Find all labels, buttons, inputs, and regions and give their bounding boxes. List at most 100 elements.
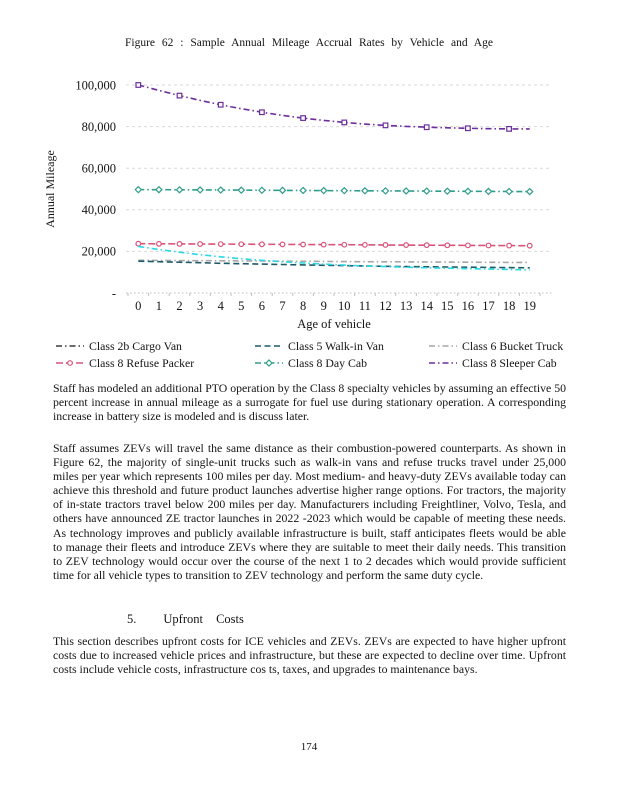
legend-item: Class 8 Refuse Packer <box>56 355 255 371</box>
chart-canvas: - 20,000 40,000 60,000 80,000 100,000 Annual M… <box>43 78 552 331</box>
marker-circle <box>485 242 492 249</box>
marker-circle <box>382 242 389 248</box>
legend-sample-line <box>255 359 283 367</box>
x-axis-title: Age of vehicle <box>297 317 371 331</box>
marker-diamond <box>525 187 534 196</box>
y-tick-label: 40,000 <box>82 203 116 217</box>
marker-diamond <box>381 187 390 195</box>
marker-diamond <box>361 186 369 195</box>
marker-circle <box>444 242 451 249</box>
marker-square <box>341 119 348 126</box>
paragraph-zev-distance: Staff assumes ZEVs will travel the same … <box>53 441 566 582</box>
marker-circle <box>238 241 245 248</box>
marker-circle <box>465 242 471 249</box>
marker-circle <box>197 241 204 247</box>
marker-square <box>217 101 224 108</box>
legend-sample-line <box>56 360 84 366</box>
x-tick-label: 8 <box>300 299 306 313</box>
y-tick-label: 60,000 <box>82 162 116 176</box>
mileage-chart: - 20,000 40,000 60,000 80,000 100,000 Annual M… <box>40 70 580 332</box>
x-tick-label: 18 <box>503 299 515 313</box>
marker-diamond <box>422 187 431 195</box>
marker-diamond <box>443 187 452 196</box>
x-tick-label: 2 <box>176 299 182 313</box>
section-heading: 5. Upfront Costs <box>127 612 244 627</box>
x-tick-label: 16 <box>462 299 475 313</box>
x-tick-label: 10 <box>338 299 351 313</box>
legend-sample-line <box>56 345 84 347</box>
series-line <box>138 242 530 247</box>
marker-circle <box>135 240 142 247</box>
y-tick-label: 80,000 <box>82 120 116 134</box>
marker-diamond <box>299 186 307 195</box>
marker-circle <box>217 241 224 248</box>
series-line <box>138 260 530 269</box>
marker-circle <box>176 241 183 247</box>
legend-item: Class 8 Day Cab <box>255 355 429 371</box>
y-tick-label: - <box>112 286 116 300</box>
x-tick-label: 6 <box>259 299 265 313</box>
series-line <box>138 84 530 130</box>
marker-circle <box>341 241 348 248</box>
marker-circle <box>258 241 265 248</box>
x-tick-label: 19 <box>523 299 536 313</box>
x-tick-label: 7 <box>279 299 285 313</box>
legend-label: Class 8 Refuse Packer <box>89 355 195 370</box>
marker-square <box>135 82 142 88</box>
marker-circle <box>506 242 513 249</box>
legend-sample-line <box>255 345 283 347</box>
legend-label: Class 6 Bucket Truck <box>462 338 564 353</box>
legend-sample-line <box>429 362 457 364</box>
legend-label: Class 8 Sleeper Cab <box>462 355 557 370</box>
marker-circle <box>526 242 533 249</box>
y-tick-label: 20,000 <box>82 245 116 259</box>
x-tick-label: 4 <box>218 299 225 313</box>
legend-label: Class 5 Walk-in Van <box>288 338 384 353</box>
marker-circle <box>423 242 430 249</box>
series-class-5-walk-in-van <box>138 260 530 269</box>
marker-circle <box>300 241 307 248</box>
y-axis-title: Annual Mileage <box>43 150 57 228</box>
marker-diamond <box>278 186 287 195</box>
marker-square <box>259 109 265 116</box>
series-class-8-refuse-packer <box>135 240 533 249</box>
marker-diamond <box>402 187 410 195</box>
series-line <box>138 245 530 271</box>
marker-diamond <box>196 186 204 194</box>
marker-diamond <box>484 187 493 196</box>
paragraph-upfront: This section describes upfront costs for… <box>53 634 566 677</box>
legend-label: Class 2b Cargo Van <box>89 338 182 353</box>
marker-circle <box>320 241 327 248</box>
marker-circle <box>362 241 368 248</box>
x-tick-label: 17 <box>482 299 495 313</box>
marker-circle <box>403 242 410 248</box>
marker-diamond <box>258 186 266 195</box>
marker-diamond <box>155 185 163 194</box>
legend-item: Class 5 Walk-in Van <box>255 338 429 354</box>
marker-diamond <box>175 185 184 194</box>
figure-title: Figure 62 : Sample Annual Mileage Accrua… <box>125 37 493 49</box>
legend-label: Class 8 Day Cab <box>288 355 367 370</box>
marker-square <box>176 92 183 99</box>
x-tick-label: 9 <box>321 299 327 313</box>
marker-circle <box>279 241 286 248</box>
marker-square <box>382 122 389 129</box>
section-title: Upfront Costs <box>163 612 244 626</box>
legend-sample-line <box>429 345 457 347</box>
legend-item: Class 6 Bucket Truck <box>429 338 568 354</box>
x-tick-label: 12 <box>379 299 392 313</box>
marker-square <box>506 125 512 132</box>
x-tick-label: 5 <box>238 299 244 313</box>
marker-square <box>423 124 430 131</box>
marker-diamond <box>464 187 472 196</box>
series-class-8-sleeper-cab <box>135 82 530 132</box>
marker-square <box>465 125 471 132</box>
paragraph-pto: Staff has modeled an additional PTO oper… <box>53 381 566 424</box>
section-number: 5. <box>127 612 137 626</box>
series-class-2b-cargo-van <box>138 245 530 271</box>
x-tick-label: 11 <box>359 299 371 313</box>
legend-item: Class 2b Cargo Van <box>56 338 255 354</box>
series-class-6-bucket-truck <box>138 259 530 264</box>
series-line <box>138 259 530 264</box>
